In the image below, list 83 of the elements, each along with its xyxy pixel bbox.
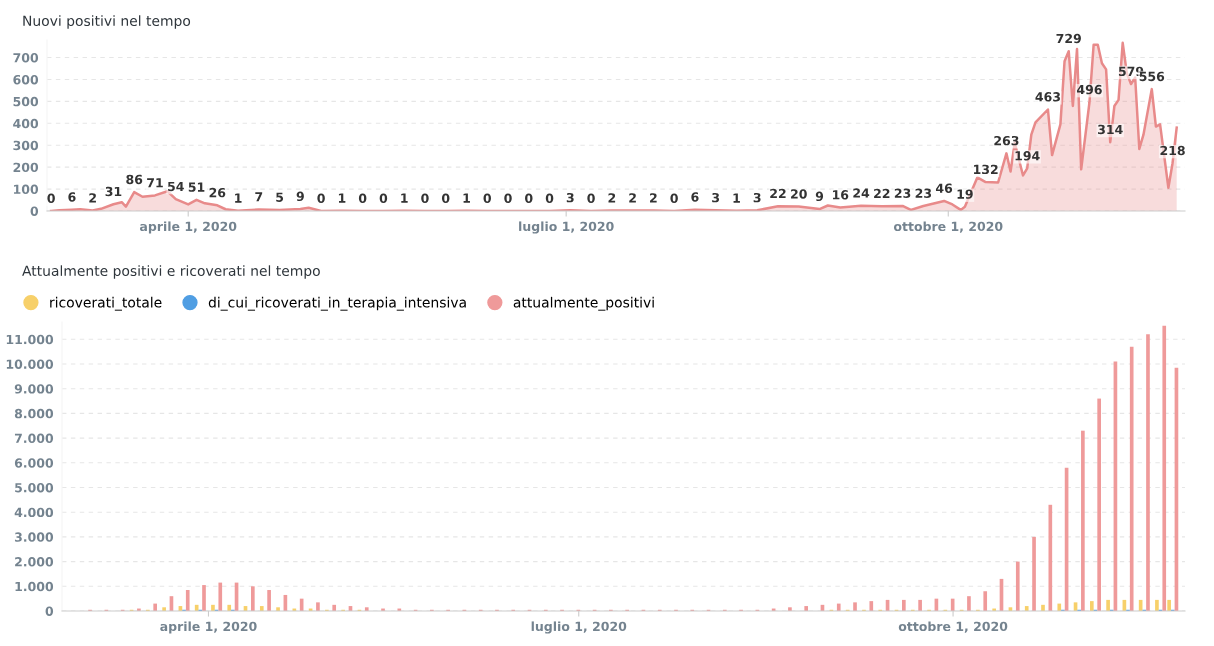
data-label: 2	[650, 193, 657, 203]
x-tick-label: ottobre 1, 2020	[893, 221, 1003, 233]
data-label: 1	[733, 193, 740, 203]
data-label: 20	[791, 189, 807, 199]
y-tick-label: 600	[13, 74, 39, 85]
y-tick-label: 3.000	[14, 532, 54, 542]
data-label: 0	[379, 193, 388, 204]
data-label: 5	[276, 192, 284, 202]
x-tick-label: luglio 1, 2020	[531, 621, 627, 634]
data-label: 46	[935, 183, 953, 193]
data-label: 263	[994, 135, 1019, 146]
data-label: 9	[815, 191, 824, 202]
data-label: 0	[587, 193, 595, 204]
data-label: 463	[1035, 92, 1060, 102]
y-tick-label: 1.000	[15, 581, 54, 592]
data-label: 1	[401, 193, 408, 203]
y-tick-label: 400	[13, 118, 39, 129]
data-label: 22	[874, 188, 890, 199]
data-label: 1	[463, 193, 470, 203]
data-label: 19	[957, 189, 973, 199]
data-label: 0	[483, 193, 491, 204]
data-label: 51	[188, 182, 205, 192]
y-tick-label: 200	[13, 162, 39, 173]
data-label: 23	[894, 188, 911, 198]
y-tick-label: 7.000	[14, 433, 54, 444]
y-tick-label: 11.000	[6, 334, 54, 345]
data-label: 22	[770, 188, 786, 199]
data-label: 6	[691, 192, 699, 202]
legend-label: di_cui_ricoverati_in_terapia_intensiva	[208, 296, 466, 311]
data-label: 729	[1056, 33, 1081, 44]
y-tick-label: 8.000	[14, 408, 54, 419]
data-label: 496	[1076, 84, 1102, 95]
data-label: 3	[712, 192, 720, 203]
y-tick-label: 300	[13, 140, 39, 151]
data-label: 0	[358, 193, 367, 204]
data-label: 26	[209, 187, 226, 198]
y-tick-label: 700	[13, 53, 39, 63]
y-tick-label: 6.000	[14, 458, 54, 468]
x-tick-label: ottobre 1, 2020	[898, 621, 1008, 633]
y-tick-label: 100	[13, 184, 39, 194]
data-label: 54	[168, 181, 184, 192]
data-label: 16	[832, 190, 849, 200]
data-label: 24	[853, 188, 870, 198]
data-label: 2	[608, 193, 616, 203]
data-label: 0	[545, 193, 554, 204]
data-label: 218	[1160, 145, 1185, 156]
data-label: 314	[1098, 124, 1123, 135]
y-tick-label: 5.000	[15, 482, 54, 493]
x-tick-label: luglio 1, 2020	[519, 221, 614, 234]
legend-label: attualmente_positivi	[513, 296, 654, 311]
x-tick-label: aprile 1, 2020	[160, 621, 257, 634]
y-tick-label: 500	[13, 96, 39, 107]
data-label: 194	[1015, 151, 1040, 161]
data-label: 2	[629, 193, 636, 203]
y-tick-label: 0	[45, 606, 54, 616]
data-label: 0	[670, 193, 678, 204]
data-label: 7	[255, 192, 263, 202]
data-label: 1	[338, 193, 346, 203]
data-label: 132	[974, 164, 998, 175]
data-label: 86	[126, 174, 143, 185]
y-tick-label: 4.000	[14, 507, 54, 518]
chart-title: Nuovi positivi nel tempo	[23, 15, 191, 29]
legend-label: ricoverati_totale	[50, 296, 162, 311]
y-tick-label: 2.000	[15, 557, 54, 567]
data-label: 0	[441, 193, 450, 204]
y-tick-label: 10.000	[6, 359, 54, 369]
data-label: 0	[421, 193, 429, 204]
y-tick-label: 0	[30, 206, 39, 216]
chart-title: Attualmente positivi e ricoverati nel tempo	[22, 265, 320, 279]
data-label: 0	[317, 193, 325, 204]
data-label: 0	[504, 193, 512, 204]
data-label: 3	[753, 192, 761, 203]
y-tick-label: 9.000	[14, 384, 54, 394]
data-label: 6	[68, 192, 76, 202]
data-label: 23	[915, 188, 932, 198]
data-label: 31	[105, 186, 122, 197]
data-label: 2	[89, 193, 96, 203]
data-label: 1	[235, 193, 242, 203]
x-tick-label: aprile 1, 2020	[139, 221, 237, 234]
data-label: 3	[566, 192, 574, 203]
data-label: 9	[296, 191, 304, 202]
data-label: 0	[525, 193, 533, 204]
data-label: 71	[147, 178, 163, 188]
